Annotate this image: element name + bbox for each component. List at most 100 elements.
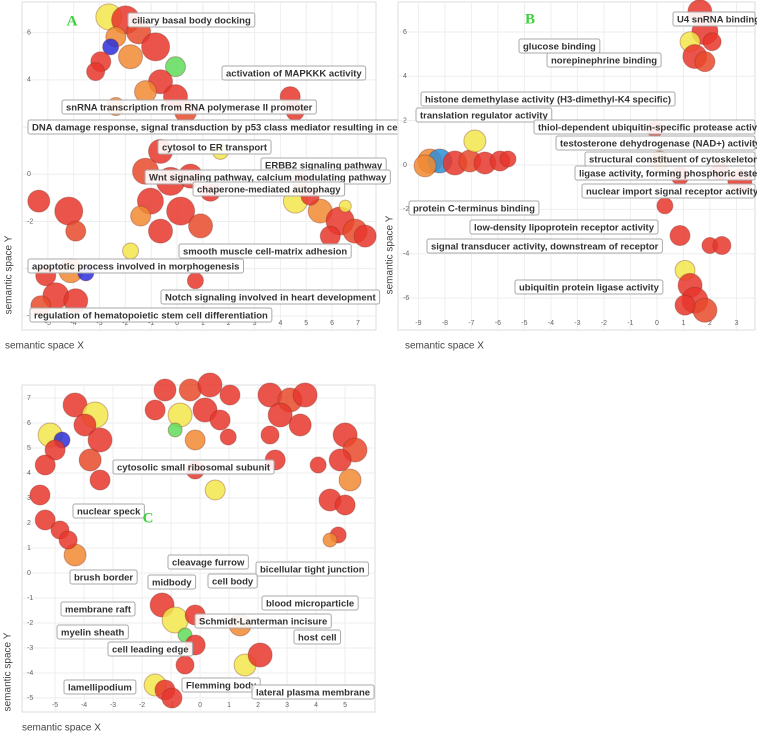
panel-letter: B	[525, 11, 535, 27]
annotation: nuclear import signal receptor activity	[586, 187, 757, 198]
annotation: cell body	[212, 577, 254, 588]
bubble	[338, 199, 352, 213]
bubble	[186, 272, 204, 290]
x-tick-label: -5	[45, 320, 51, 327]
annotation-box	[415, 107, 553, 123]
y-tick-label: 4	[403, 73, 407, 80]
bubble	[44, 439, 66, 461]
annotation: myelin sheath	[61, 628, 125, 639]
bubble	[712, 236, 732, 256]
x-tick-label: 4	[278, 320, 282, 327]
annotation-box	[69, 569, 138, 585]
x-tick-label: 3	[285, 702, 289, 709]
annotation-box	[221, 65, 367, 81]
annotation: brush border	[74, 573, 133, 584]
annotation-box	[194, 613, 332, 629]
x-tick-label: -3	[96, 320, 102, 327]
bubble	[34, 509, 56, 531]
x-tick-label: -4	[71, 320, 77, 327]
annotation: translation regulator activity	[420, 111, 548, 122]
x-tick-label: -3	[574, 320, 580, 327]
bubble	[692, 297, 718, 323]
x-tick-label: -2	[122, 320, 128, 327]
annotation-box	[546, 52, 662, 68]
annotation-box	[60, 601, 136, 617]
annotation: regulation of hematopoietic stem cell di…	[34, 311, 268, 322]
y-tick-label: 6	[27, 30, 31, 37]
annotation-box	[178, 243, 352, 259]
y-tick-label: 4	[27, 77, 31, 84]
bubble	[499, 150, 517, 168]
annotation-box	[167, 554, 249, 570]
y-tick-label: -4	[403, 251, 409, 258]
annotation-box	[127, 12, 256, 28]
x-tick-label: -7	[468, 320, 474, 327]
annotation-box	[514, 279, 664, 295]
annotation: ligase activity, forming phosphoric este…	[579, 169, 757, 180]
annotation: cytosol to ER transport	[162, 143, 268, 154]
x-tick-label: -1	[627, 320, 633, 327]
x-tick-label: 2	[708, 320, 712, 327]
annotation-box	[469, 219, 659, 235]
bubble	[122, 242, 140, 260]
y-tick-label: -4	[27, 670, 33, 677]
x-axis-label: semantic space X	[22, 723, 101, 734]
x-tick-label: -6	[495, 320, 501, 327]
bubble	[134, 80, 158, 104]
y-tick-label: 7	[27, 395, 31, 402]
bubble	[164, 56, 186, 78]
bubble	[209, 409, 231, 431]
x-tick-label: -3	[110, 702, 116, 709]
annotation: signal transducer activity, downstream o…	[431, 242, 659, 253]
bubble	[167, 422, 183, 438]
annotation: Wnt signaling pathway, calcium modulatin…	[149, 173, 387, 184]
annotation: cleavage furrow	[172, 558, 245, 569]
annotation: midbody	[152, 578, 192, 589]
annotation: bicellular tight junction	[260, 565, 365, 576]
bubble	[463, 129, 487, 153]
x-axis-label: semantic space X	[5, 341, 84, 352]
bubble	[288, 413, 312, 437]
bubble	[669, 225, 691, 247]
annotation: nuclear speck	[77, 507, 141, 518]
y-tick-label: 6	[27, 420, 31, 427]
bubble	[161, 687, 183, 709]
annotation: thiol-dependent ubiquitin-specific prote…	[538, 123, 757, 134]
x-tick-label: 5	[304, 320, 308, 327]
bubble	[353, 224, 377, 248]
annotation: ubiquitin protein ligase activity	[519, 283, 660, 294]
annotation: blood microparticle	[266, 599, 354, 610]
annotation-box	[255, 561, 369, 577]
annotation-box	[426, 238, 663, 254]
annotation-box	[157, 139, 272, 155]
annotation: activation of MAPKKK activity	[226, 69, 362, 80]
x-tick-label: -1	[148, 320, 154, 327]
bubble	[188, 213, 214, 239]
bubble	[118, 44, 144, 70]
x-tick-label: 2	[227, 320, 231, 327]
bubble	[73, 413, 97, 437]
x-tick-label: 4	[314, 702, 318, 709]
annotation: testosterone dehydrogenase (NAD+) activi…	[560, 139, 757, 150]
bubble	[656, 197, 674, 215]
annotation: protein C-terminus binding	[413, 204, 535, 215]
y-tick-label: -3	[27, 645, 33, 652]
annotation: ERBB2 signaling pathway	[265, 161, 383, 172]
x-tick-label: 0	[655, 320, 659, 327]
bubble	[144, 399, 166, 421]
annotation-box	[61, 99, 317, 115]
x-tick-label: 2	[256, 702, 260, 709]
bubble	[86, 62, 106, 82]
x-tick-label: -8	[442, 320, 448, 327]
x-tick-label: -4	[548, 320, 554, 327]
bubble	[204, 479, 226, 501]
x-tick-label: -5	[521, 320, 527, 327]
annotation: DNA damage response, signal transduction…	[32, 123, 403, 134]
bubble	[260, 425, 280, 445]
y-tick-label: 0	[403, 162, 407, 169]
y-tick-label: 0	[27, 171, 31, 178]
y-tick-label: -2	[403, 206, 409, 213]
bubble	[219, 384, 241, 406]
x-tick-label: -2	[601, 320, 607, 327]
bubble	[78, 448, 102, 472]
